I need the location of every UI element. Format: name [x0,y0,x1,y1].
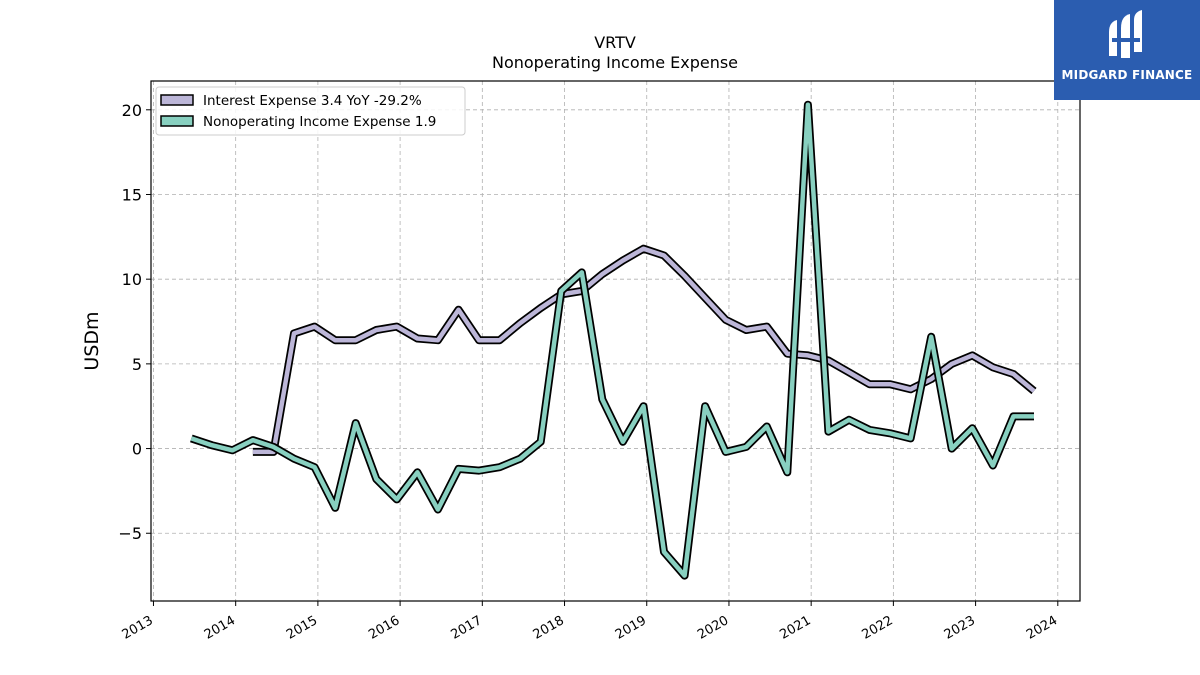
x-tick-label: 2019 [613,613,649,643]
chart-subtitle: Nonoperating Income Expense [492,53,738,72]
x-tick-label: 2024 [1024,613,1060,643]
x-tick-label: 2014 [202,613,238,643]
series-line [190,102,1034,578]
brand-logo: MIDGARD FINANCE [1054,0,1200,100]
x-tick-label: 2017 [448,613,484,643]
x-tick-label: 2018 [531,613,567,643]
x-tick-label: 2020 [695,613,731,643]
y-tick-label: 0 [132,440,142,459]
chart-title: VRTV [594,33,636,52]
x-tick-label: 2021 [777,613,813,643]
series-nonoperating-income-expense [190,100,1034,580]
y-tick-label: 20 [122,101,142,120]
x-tick-label: 2022 [860,613,896,643]
legend-swatch-nonoperating-income-expense [160,115,194,127]
brand-name: MIDGARD FINANCE [1061,68,1193,82]
legend-swatch-interest-expense [160,94,194,106]
brand-mark-icon [1109,10,1142,58]
x-tick-label: 2023 [942,613,978,643]
x-tick-label: 2016 [366,613,402,643]
legend-label-nonoperating-income-expense: Nonoperating Income Expense 1.9 [203,114,436,130]
y-tick-label: 15 [122,185,142,204]
grid-lines [151,81,1080,601]
x-axis: 2013 2014 2015 2016 2017 2018 2019 2020 2021 2022… [120,601,1060,643]
legend-label-interest-expense: Interest Expense 3.4 YoY -29.2% [203,93,422,109]
x-tick-label: 2013 [120,613,156,643]
x-tick-label: 2015 [284,613,320,643]
series-lines [190,100,1037,580]
y-axis: −5 0 5 10 15 20 [118,101,151,543]
y-tick-label: 5 [132,355,142,374]
legend: Interest Expense 3.4 YoY -29.2% Nonopera… [155,86,466,136]
legend-box [155,86,466,136]
series-interest-expense [252,244,1037,456]
y-tick-label: −5 [118,524,142,543]
series-line [252,246,1036,455]
plot-frame [150,80,1081,602]
y-tick-label: 10 [122,270,142,289]
y-axis-label: USDm [81,311,103,370]
